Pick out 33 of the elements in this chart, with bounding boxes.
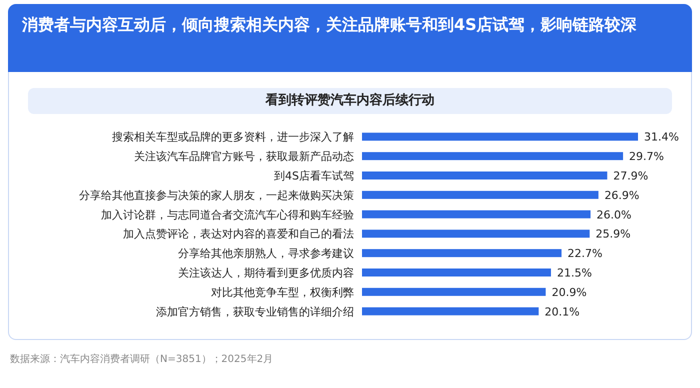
bar [362, 132, 638, 141]
bar [362, 172, 608, 180]
bar [362, 152, 624, 160]
bar [362, 190, 598, 199]
source-note: 数据来源：汽车内容消费者调研（N=3851）；2025年2月 [10, 352, 274, 366]
bar [362, 249, 562, 258]
data-label: 26.0% [596, 208, 632, 222]
data-label: 20.9% [552, 286, 587, 299]
y-tick-label: 到4S店看车试驾 [274, 170, 354, 182]
data-label: 21.5% [556, 266, 592, 280]
y-tick-label: 搜索相关车型或品牌的更多资料，进一步深入了解 [112, 130, 354, 144]
data-label: 27.9% [613, 170, 648, 182]
data-label: 25.9% [596, 228, 631, 241]
chart-subtitle: 看到转评赞汽车内容后续行动 [28, 88, 672, 114]
y-tick-label: 对比其他竞争车型，权衡利弊 [211, 286, 354, 299]
y-tick-label: 分享给其他直接参与决策的家人朋友，一起来做购买决策 [79, 188, 354, 202]
bar [362, 210, 591, 218]
data-label: 31.4% [644, 130, 679, 144]
bar [362, 307, 539, 316]
bar [362, 268, 551, 276]
y-tick-label: 加入点赞评论，表达对内容的喜爱和自己的看法 [123, 228, 354, 241]
y-tick-label: 关注该达人，期待看到更多优质内容 [178, 266, 354, 280]
y-tick-label: 关注该汽车品牌官方账号，获取最新产品动态 [134, 150, 354, 164]
data-label: 29.7% [629, 150, 664, 164]
chart-title: 消费者与内容互动后，倾向搜索相关内容，关注品牌账号和到4S店试驾，影响链路较深 [8, 4, 692, 72]
bar [362, 230, 590, 238]
data-label: 26.9% [604, 188, 640, 202]
bar [362, 288, 546, 296]
data-label: 22.7% [568, 247, 602, 260]
data-label: 20.1% [544, 305, 580, 318]
y-tick-label: 分享给其他亲朋熟人，寻求参考建议 [178, 247, 354, 260]
y-tick-label: 添加官方销售，获取专业销售的详细介绍 [156, 305, 354, 318]
y-tick-label: 加入讨论群，与志同道合者交流汽车心得和购车经验 [101, 208, 354, 222]
